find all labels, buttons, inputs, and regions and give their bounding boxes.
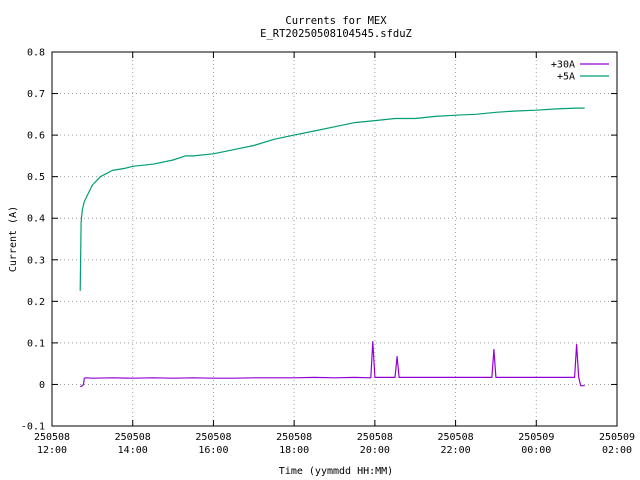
x-tick-time: 22:00 bbox=[441, 445, 471, 456]
x-tick-date: 250508 bbox=[438, 432, 474, 443]
legend-label: +30A bbox=[551, 60, 575, 71]
x-tick-time: 16:00 bbox=[198, 445, 228, 456]
y-tick-label: 0.6 bbox=[27, 131, 45, 142]
x-tick-time: 00:00 bbox=[521, 445, 551, 456]
x-tick-time: 18:00 bbox=[279, 445, 309, 456]
x-tick-time: 20:00 bbox=[360, 445, 390, 456]
y-tick-label: 0.4 bbox=[27, 214, 45, 225]
y-tick-label: 0.5 bbox=[27, 172, 45, 183]
y-tick-label: -0.1 bbox=[21, 422, 45, 433]
x-tick-date: 250509 bbox=[599, 432, 635, 443]
x-tick-date: 250508 bbox=[34, 432, 70, 443]
y-axis-label: Current (A) bbox=[8, 206, 19, 272]
x-tick-date: 250508 bbox=[115, 432, 151, 443]
x-axis-label: Time (yymmdd HH:MM) bbox=[279, 466, 393, 477]
x-axis-ticks: 250508 12:00 250508 14:00 250508 16:00 250508 1… bbox=[34, 52, 635, 456]
x-tick-time: 12:00 bbox=[37, 445, 67, 456]
x-tick-date: 250509 bbox=[518, 432, 554, 443]
x-tick-date: 250508 bbox=[195, 432, 231, 443]
plot-frame bbox=[51, 51, 618, 427]
chart-title: Currents for MEX bbox=[285, 15, 387, 27]
chart-subtitle: E_RT20250508104545.sfduZ bbox=[260, 28, 412, 40]
grid bbox=[52, 52, 617, 426]
y-axis-ticks: -0.1 0 0.1 0.2 0.3 0.4 0.5 0.6 0.7 0.8 bbox=[21, 48, 617, 433]
y-tick-label: 0.7 bbox=[27, 89, 45, 100]
legend-label: +5A bbox=[557, 72, 575, 83]
y-tick-label: 0.1 bbox=[27, 338, 45, 349]
x-tick-date: 250508 bbox=[357, 432, 393, 443]
legend: +30A+5A bbox=[551, 60, 609, 83]
x-tick-date: 250508 bbox=[276, 432, 312, 443]
x-tick-time: 14:00 bbox=[118, 445, 148, 456]
y-tick-label: 0.8 bbox=[27, 48, 45, 59]
x-tick-time: 02:00 bbox=[602, 445, 632, 456]
y-tick-label: 0.3 bbox=[27, 255, 45, 266]
series-line-plus5a bbox=[79, 107, 585, 291]
series-line-plus30a bbox=[80, 341, 585, 388]
series-lines bbox=[79, 107, 585, 388]
y-tick-label: 0 bbox=[39, 380, 45, 391]
y-tick-label: 0.2 bbox=[27, 297, 45, 308]
